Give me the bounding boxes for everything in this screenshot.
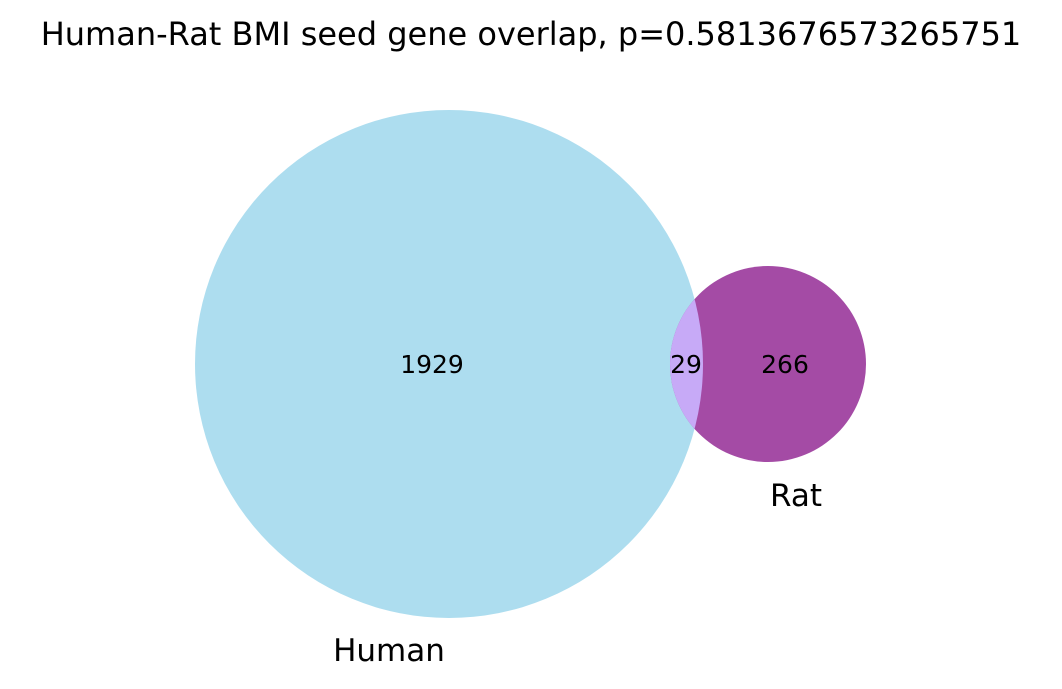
chart-title: Human-Rat BMI seed gene overlap, p=0.581… bbox=[41, 15, 1022, 53]
human-set-label: Human bbox=[333, 633, 445, 669]
rat-set-label: Rat bbox=[770, 478, 822, 514]
rat-circle bbox=[670, 266, 866, 462]
intersection-count: 29 bbox=[670, 350, 702, 379]
human-circle bbox=[195, 110, 703, 618]
human-only-count: 1929 bbox=[400, 350, 464, 379]
rat-only-count: 266 bbox=[761, 350, 809, 379]
